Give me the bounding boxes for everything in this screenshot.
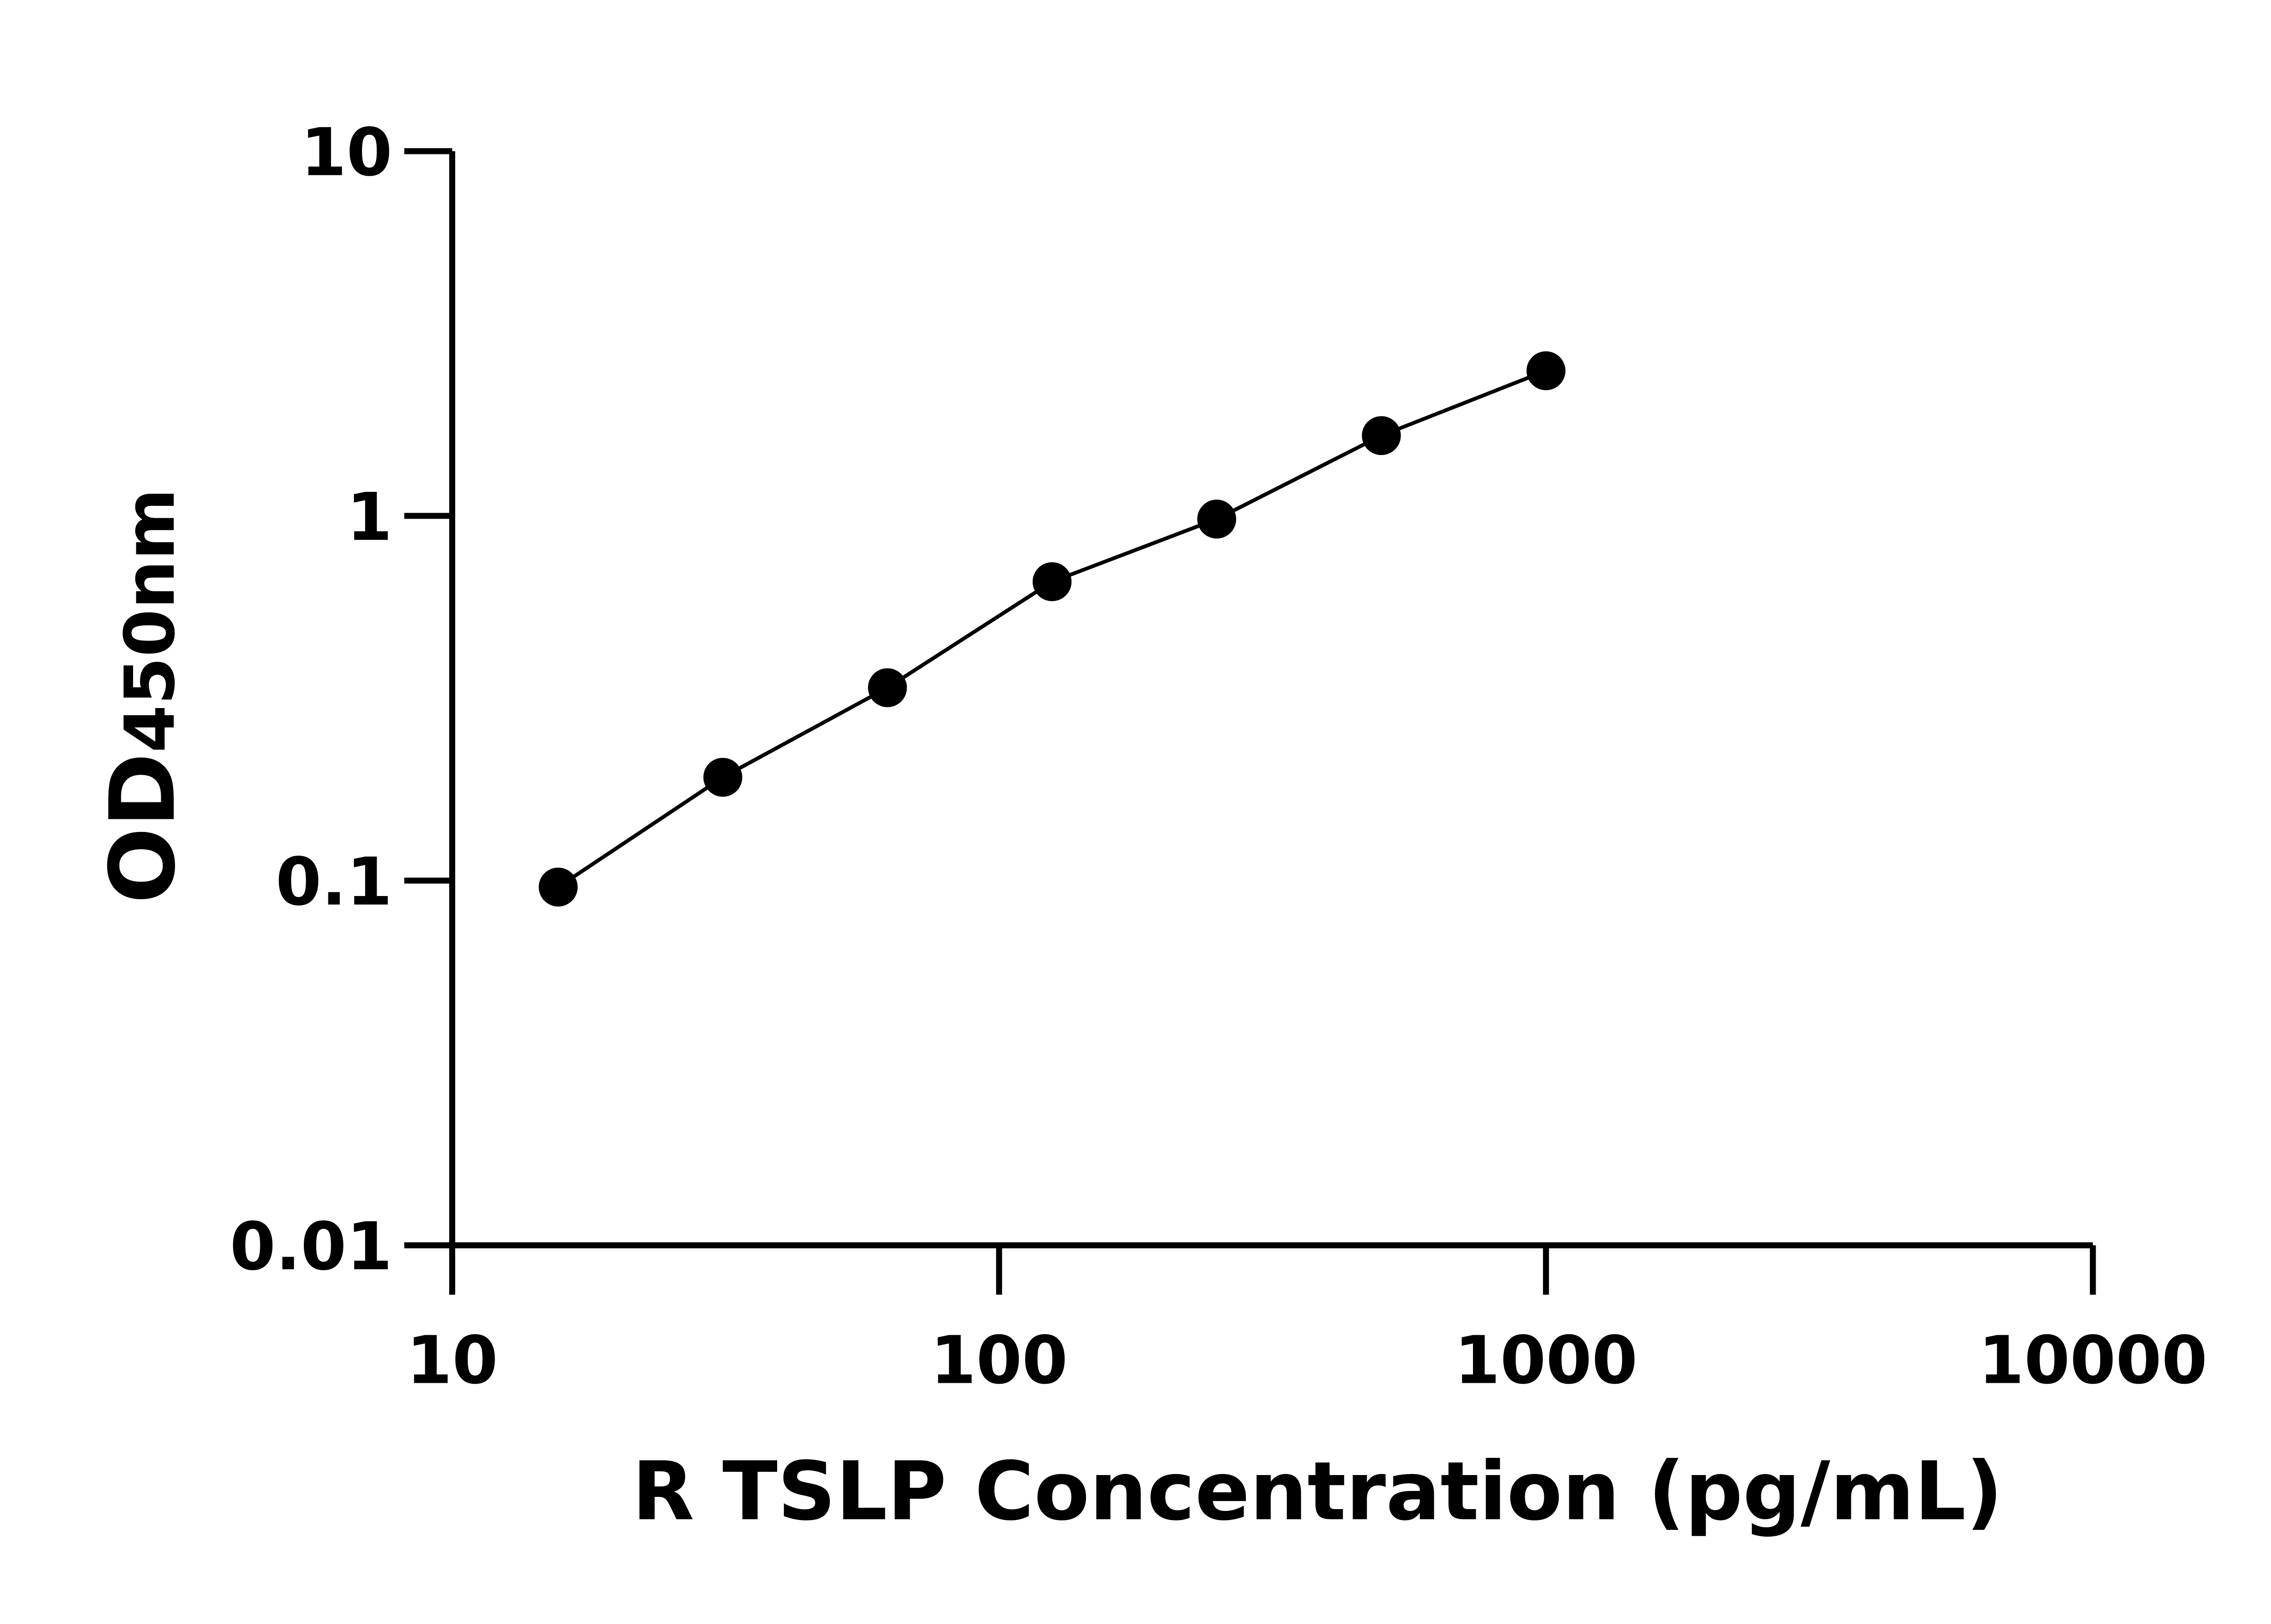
y-tick-label: 10 (301, 114, 392, 191)
data-point (539, 867, 578, 907)
data-point (1526, 351, 1566, 391)
data-point (1362, 416, 1401, 456)
data-point (868, 668, 907, 708)
data-point (1197, 500, 1236, 539)
data-point (703, 758, 743, 797)
x-tick-label: 10 (407, 1322, 498, 1399)
x-tick-label: 1000 (1454, 1322, 1638, 1399)
axes: 10 100 1000 10000 0.01 0.1 1 10 (230, 114, 2207, 1399)
y-axis-title-main: OD (90, 753, 195, 904)
y-axis-title-sub: 450nm (110, 488, 190, 753)
data-marks (539, 351, 1566, 907)
x-tick-label: 100 (930, 1322, 1068, 1399)
x-axis-title: R TSLP Concentration (pg/mL) (632, 1444, 2003, 1538)
y-axis-title: OD450nm (90, 488, 195, 904)
x-tick-label: 10000 (1978, 1322, 2207, 1399)
y-tick-label: 0.01 (230, 1208, 392, 1285)
data-point (1032, 562, 1072, 601)
fit-curve (557, 369, 1547, 889)
y-tick-label: 1 (347, 479, 392, 556)
y-tick-label: 0.1 (276, 844, 392, 921)
